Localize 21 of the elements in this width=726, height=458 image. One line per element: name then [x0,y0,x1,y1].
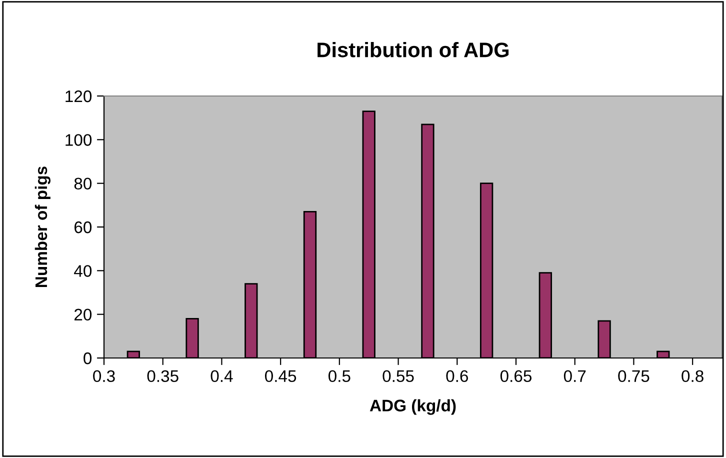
y-axis-title: Number of pigs [34,166,50,287]
x-tick-label: 0.6 [446,370,468,382]
y-tick-label: 0 [84,352,92,364]
x-tick-label: 0.5 [328,370,350,382]
x-axis-title: ADG (kg/d) [370,399,456,415]
x-tick-label: 0.35 [147,370,178,382]
x-tick-label: 0.7 [564,370,586,382]
y-tick-label: 60 [74,221,92,234]
x-tick-label: 0.8 [682,370,704,382]
x-tick-label: 0.65 [500,370,532,382]
x-tick-label: 0.4 [210,370,233,382]
x-tick-label: 0.55 [382,370,414,382]
y-tick-label: 120 [66,90,92,102]
y-tick-label: 100 [66,134,92,146]
y-tick-label: 20 [74,308,92,321]
x-tick-label: 0.3 [93,370,115,382]
x-tick-label: 0.45 [265,370,296,382]
y-tick-label: 80 [74,178,92,190]
x-tick-label: 0.75 [618,370,650,382]
y-tick-label: 40 [74,265,92,277]
chart-title: Distribution of ADG [318,42,509,58]
